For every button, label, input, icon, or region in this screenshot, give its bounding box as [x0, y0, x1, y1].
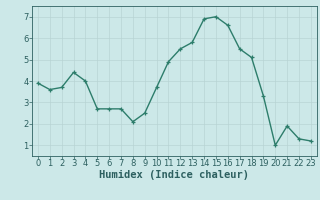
X-axis label: Humidex (Indice chaleur): Humidex (Indice chaleur): [100, 170, 249, 180]
